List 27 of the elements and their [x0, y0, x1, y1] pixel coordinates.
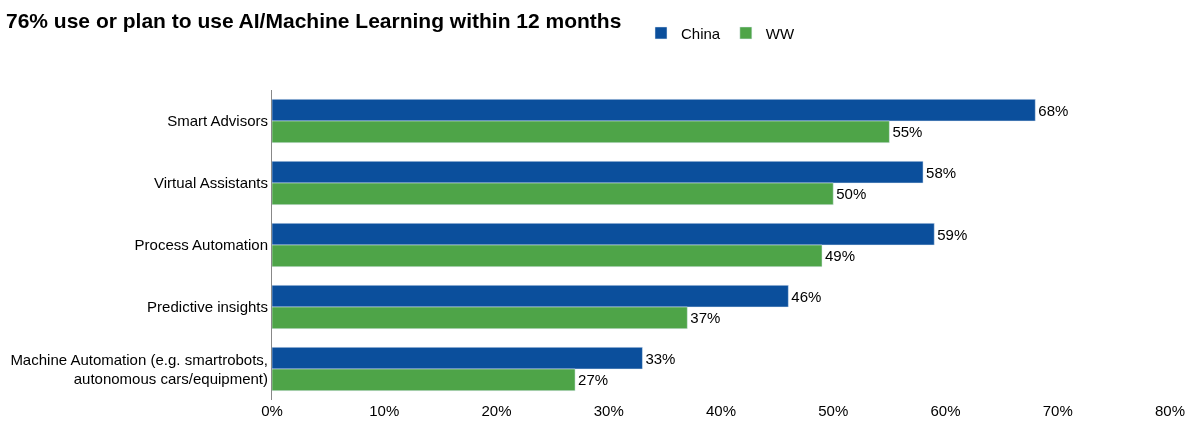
x-tick-label: 60% [930, 402, 961, 419]
x-tick-label: 20% [481, 402, 512, 419]
x-tick-label: 70% [1042, 402, 1073, 419]
data-label: 37% [690, 309, 721, 327]
x-tick-label: 40% [705, 402, 737, 419]
y-tick-label: Machine Automation (e.g. smartrobots, autonomous cars/equipment) [10, 350, 268, 387]
y-tick-label: Process Automation [134, 236, 268, 254]
data-label: 68% [1038, 101, 1069, 119]
x-tick-label: 80% [1154, 402, 1186, 419]
data-label: 46% [791, 287, 822, 305]
x-tick-label: 0% [261, 402, 283, 419]
data-label: 59% [937, 225, 968, 243]
legend-label: WW [765, 24, 796, 42]
data-label: 33% [645, 349, 676, 367]
y-tick-label: Predictive insights [147, 298, 268, 316]
chart-title: 76% use or plan to use AI/Machine Learning within 12 months [6, 8, 622, 32]
x-tick-label: 10% [369, 402, 400, 419]
x-tick-label: 30% [593, 402, 624, 419]
y-tick-label: Smart Advisors [167, 112, 268, 130]
data-label: 27% [578, 371, 609, 389]
data-label: 50% [836, 185, 867, 203]
data-label: 58% [926, 163, 957, 181]
data-label: 55% [892, 123, 923, 141]
x-tick-label: 50% [818, 402, 849, 419]
data-label: 49% [825, 247, 856, 265]
y-tick-label: Virtual Assistants [154, 174, 268, 192]
legend-label: China [681, 24, 721, 42]
